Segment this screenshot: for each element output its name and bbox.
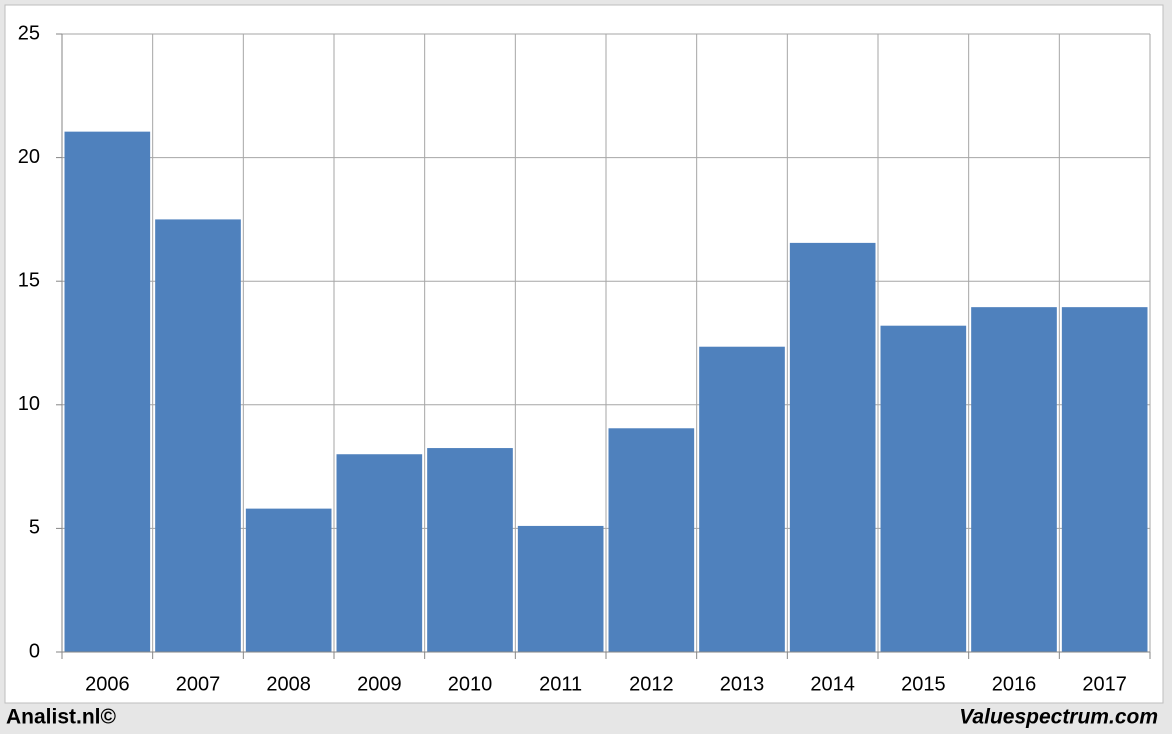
bar xyxy=(64,131,151,653)
bar xyxy=(699,346,785,652)
x-tick-label: 2013 xyxy=(720,673,765,695)
x-tick-label: 2008 xyxy=(266,673,311,695)
y-tick-label: 25 xyxy=(18,22,40,44)
x-tick-label: 2006 xyxy=(85,673,130,695)
footer-right: Valuespectrum.com xyxy=(959,706,1158,729)
y-tick-label: 15 xyxy=(18,269,40,291)
x-tick-label: 2017 xyxy=(1082,673,1127,695)
x-tick-label: 2010 xyxy=(448,673,493,695)
bar xyxy=(880,325,967,652)
x-tick-label: 2012 xyxy=(629,673,674,695)
x-tick-label: 2009 xyxy=(357,673,402,695)
bar xyxy=(971,307,1057,652)
bar xyxy=(608,428,695,652)
x-tick-label: 2014 xyxy=(810,673,855,695)
bar xyxy=(155,219,241,652)
footer-left: Analist.nl© xyxy=(6,706,117,729)
y-tick-label: 10 xyxy=(18,393,40,415)
bar xyxy=(517,525,604,652)
bar xyxy=(336,454,423,652)
x-tick-label: 2007 xyxy=(176,673,221,695)
y-tick-label: 20 xyxy=(18,146,40,168)
bar xyxy=(427,448,513,652)
bar xyxy=(245,508,332,652)
bar xyxy=(1061,307,1148,652)
y-tick-label: 0 xyxy=(29,640,40,662)
x-tick-label: 2011 xyxy=(539,673,582,695)
bar xyxy=(789,242,876,652)
y-tick-label: 5 xyxy=(29,517,40,539)
x-tick-label: 2016 xyxy=(992,673,1037,695)
x-tick-label: 2015 xyxy=(901,673,946,695)
